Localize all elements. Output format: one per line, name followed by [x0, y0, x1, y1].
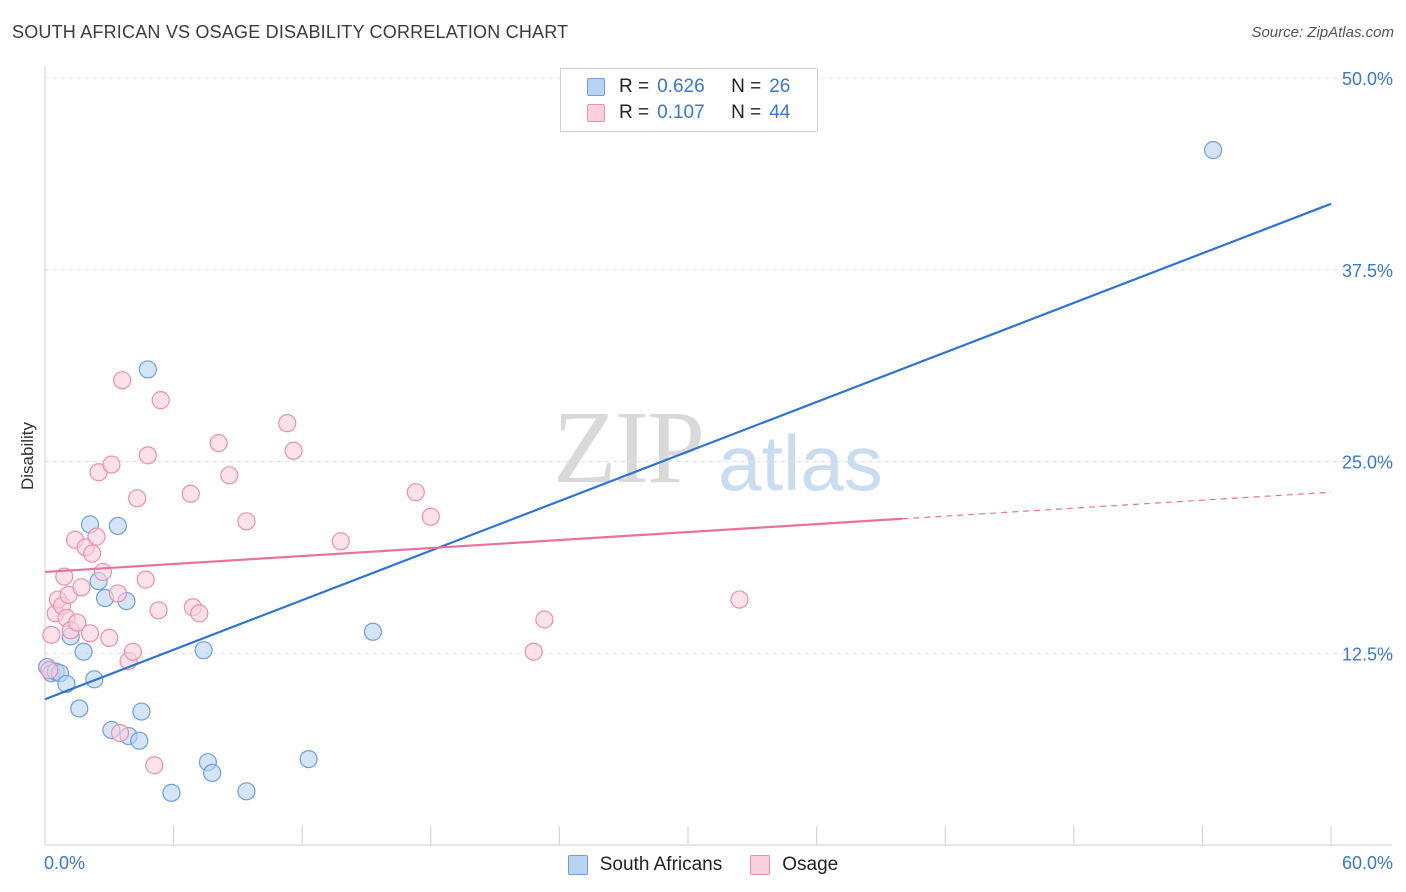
- osage-trend-line-extension: [902, 491, 1332, 520]
- legend-n-value: 26: [769, 76, 791, 97]
- south-african-point: [299, 749, 318, 769]
- legend-r-value: 0.107: [657, 102, 705, 123]
- source-label: Source: ZipAtlas.com: [1251, 24, 1394, 41]
- osage-point: [181, 484, 200, 503]
- south-african-point: [1204, 140, 1223, 160]
- osage-point: [284, 441, 303, 460]
- legend-r-label: R =: [619, 76, 650, 97]
- y-tick-label: 50.0%: [1342, 69, 1393, 89]
- osage-point: [102, 455, 121, 474]
- osage-point: [40, 661, 59, 680]
- watermark-atlas: atlas: [718, 419, 883, 507]
- osage-point: [145, 756, 164, 775]
- chart-title: SOUTH AFRICAN VS OSAGE DISABILITY CORREL…: [12, 22, 569, 42]
- osage-point: [68, 613, 87, 632]
- south-african-trend-line: [44, 202, 1332, 701]
- bottom-legend: South Africans Osage: [0, 852, 1406, 878]
- osage-point: [151, 391, 170, 410]
- osage-point: [128, 489, 147, 508]
- osage-point: [421, 507, 440, 526]
- osage-point: [190, 604, 209, 623]
- osage-point: [535, 610, 554, 629]
- osage-point: [108, 584, 127, 603]
- y-tick-label: 25.0%: [1342, 453, 1393, 473]
- south-african-point: [57, 674, 76, 694]
- osage-point: [123, 642, 142, 661]
- osage-point: [138, 446, 157, 465]
- osage-point: [136, 570, 155, 589]
- south-african-point: [237, 782, 256, 801]
- south-african-point: [162, 783, 181, 802]
- legend-n-label: N =: [731, 76, 762, 97]
- watermark-zip: ZIP: [553, 390, 705, 505]
- south-african-point: [108, 516, 127, 536]
- osage-point: [113, 371, 132, 390]
- bottom-legend-label: Osage: [782, 854, 839, 875]
- osage-point: [42, 625, 61, 644]
- bottom-legend-swatch-blue: [567, 855, 588, 875]
- south-african-point: [138, 360, 157, 379]
- legend-n-value: 44: [769, 102, 791, 123]
- osage-point: [149, 601, 168, 620]
- legend-r-label: R =: [619, 102, 650, 123]
- legend-n-label: N =: [731, 102, 762, 123]
- legend-row-osage: R = 0.107 N = 44: [587, 101, 790, 125]
- osage-point: [87, 527, 106, 546]
- south-african-point: [203, 763, 222, 783]
- bottom-legend-swatch-pink: [750, 855, 771, 875]
- osage-point: [730, 590, 749, 609]
- osage-point: [406, 483, 425, 502]
- legend: R = 0.626 N = 26 R = 0.107 N = 44: [560, 68, 818, 132]
- south-african-point: [74, 642, 93, 661]
- south-african-point: [132, 702, 151, 721]
- osage-point: [83, 544, 102, 563]
- osage-point: [80, 624, 100, 643]
- x-tick-label: 60.0%: [1342, 853, 1393, 873]
- osage-point: [220, 466, 239, 485]
- osage-point: [55, 567, 74, 586]
- osage-trend-line: [44, 517, 903, 574]
- osage-point: [524, 642, 543, 661]
- y-tick-label: 12.5%: [1342, 644, 1393, 664]
- osage-point: [110, 723, 130, 743]
- osage-point: [237, 512, 256, 531]
- legend-row-south-africans: R = 0.626 N = 26: [587, 75, 790, 99]
- osage-point: [331, 532, 350, 551]
- bottom-legend-osage: Osage: [750, 854, 838, 876]
- bottom-legend-south-africans: South Africans: [567, 854, 723, 876]
- y-tick-label: 37.5%: [1342, 261, 1393, 281]
- legend-swatch-pink: [587, 104, 605, 122]
- legend-r-value: 0.626: [657, 76, 705, 97]
- osage-point: [278, 414, 297, 433]
- osage-point: [100, 628, 119, 648]
- south-african-point: [70, 699, 89, 718]
- osage-point: [209, 433, 228, 453]
- osage-point: [93, 562, 112, 582]
- south-african-point: [194, 641, 213, 660]
- x-tick-label: 0.0%: [44, 853, 85, 873]
- south-african-point: [363, 622, 383, 641]
- bottom-legend-label: South Africans: [599, 854, 723, 875]
- legend-swatch-blue: [587, 78, 605, 96]
- osage-point: [72, 578, 91, 597]
- south-african-point: [130, 731, 149, 750]
